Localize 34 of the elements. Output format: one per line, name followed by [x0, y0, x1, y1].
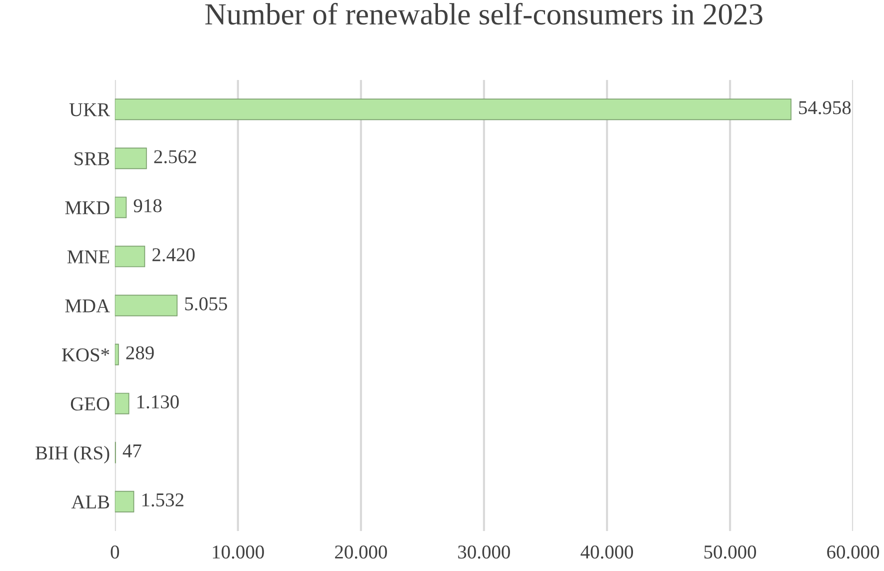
- data-label: 289: [126, 346, 154, 360]
- chart-title: Number of renewable self-consumers in 2023: [205, 2, 762, 25]
- data-label: 54.958: [799, 101, 851, 114]
- bar: [114, 294, 178, 316]
- y-tick-label: BIH (RS): [36, 446, 110, 464]
- x-tick-label: 30.000: [458, 545, 510, 559]
- y-tick-label: SRB: [74, 152, 110, 166]
- bar: [114, 490, 134, 512]
- bar: [114, 392, 130, 414]
- x-tick-label: 40.000: [580, 545, 634, 559]
- data-label: 2.420: [152, 248, 195, 262]
- y-tick-label: GEO: [70, 397, 110, 410]
- bar: [114, 246, 146, 268]
- y-tick-label: UKR: [69, 103, 110, 116]
- y-tick-label: MNE: [67, 250, 110, 264]
- x-tick-label: 60.000: [827, 545, 880, 559]
- bar: [114, 196, 127, 218]
- y-tick-label: MDA: [65, 299, 110, 312]
- x-tick-label: 20.000: [335, 545, 387, 559]
- bar: [114, 148, 147, 170]
- y-tick-label: MKD: [65, 201, 110, 214]
- data-label: 918: [134, 199, 162, 212]
- data-label: 1.532: [142, 493, 184, 507]
- bar: [114, 344, 119, 366]
- data-label: 47: [122, 444, 142, 458]
- data-label: 5.055: [185, 297, 228, 310]
- x-tick-label: 10.000: [212, 545, 264, 559]
- bar: [114, 98, 792, 120]
- y-tick-label: ALB: [71, 496, 110, 508]
- data-label: 1.130: [137, 395, 179, 408]
- y-tick-label: KOS*: [62, 348, 110, 362]
- data-label: 2.562: [154, 150, 196, 164]
- x-tick-label: 0: [110, 545, 120, 559]
- x-tick-label: 50.000: [704, 545, 756, 559]
